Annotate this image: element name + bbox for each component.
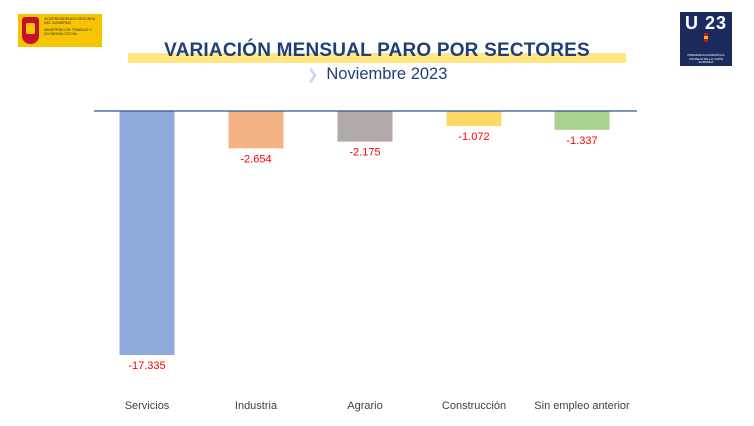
chart-subtitle: Noviembre 2023: [326, 65, 448, 83]
category-label-1: Servicios: [125, 400, 170, 412]
data-label-5: -1.337: [566, 135, 597, 147]
category-label-4: Construcción: [442, 400, 506, 412]
bar-5: [554, 111, 610, 130]
eu-presidency-logo: U 23 Presidencia Española Consejo de la …: [680, 12, 732, 66]
bar-2: [228, 111, 284, 149]
government-logo-text: Vicepresidencia Segunda del Gobierno Min…: [44, 17, 100, 36]
logo-line-1: Vicepresidencia Segunda del Gobierno: [44, 17, 96, 26]
data-label-2: -2.654: [240, 153, 271, 165]
eu-presidency-logo-text: U 23: [684, 13, 728, 33]
data-label-3: -2.175: [349, 147, 380, 159]
title-highlight-band: [128, 53, 626, 63]
spain-flag-icon: [704, 33, 708, 42]
data-label-1: -17.335: [128, 360, 165, 372]
category-label-5: Sin empleo anterior: [534, 400, 630, 412]
logo-line-2: Ministerio de Trabajo y Economía Social: [44, 27, 92, 36]
bar-1: [119, 111, 175, 355]
chart-subtitle-row: ❯ Noviembre 2023: [0, 65, 754, 84]
bar-3: [337, 111, 393, 142]
category-label-3: Agrario: [347, 400, 382, 412]
coat-of-arms-icon: [22, 17, 39, 44]
bar-4: [446, 111, 502, 127]
data-label-4: -1.072: [458, 131, 489, 143]
category-label-2: Industria: [235, 400, 278, 412]
eu-presidency-logo-subtext: Presidencia Española Consejo de la Unión…: [687, 53, 725, 65]
government-logo: Vicepresidencia Segunda del Gobierno Min…: [18, 14, 102, 47]
chevron-right-icon: ❯: [306, 66, 319, 82]
chart-title: VARIACIÓN MENSUAL PARO POR SECTORES: [164, 40, 590, 61]
